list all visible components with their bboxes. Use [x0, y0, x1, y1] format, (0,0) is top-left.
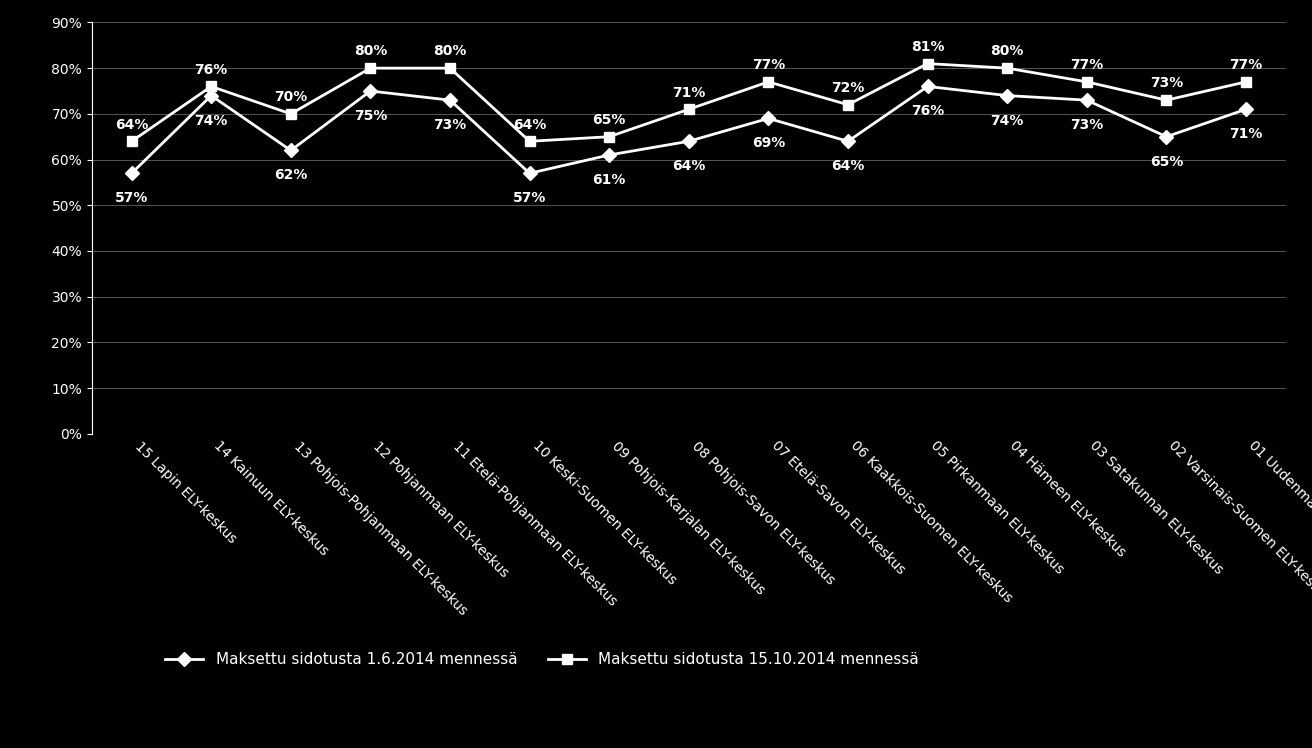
- Text: 81%: 81%: [911, 40, 945, 54]
- Text: 64%: 64%: [672, 159, 706, 174]
- Text: 80%: 80%: [433, 44, 467, 58]
- Text: 73%: 73%: [1149, 76, 1183, 91]
- Text: 70%: 70%: [274, 91, 307, 104]
- Text: 71%: 71%: [672, 85, 706, 99]
- Maksettu sidotusta 1.6.2014 mennessä: [601, 150, 617, 159]
- Maksettu sidotusta 15.10.2014 mennessä: [123, 137, 139, 146]
- Text: 76%: 76%: [194, 63, 228, 77]
- Text: 73%: 73%: [433, 118, 467, 132]
- Text: 72%: 72%: [832, 81, 865, 95]
- Text: 73%: 73%: [1071, 118, 1103, 132]
- Text: 65%: 65%: [1149, 155, 1183, 169]
- Maksettu sidotusta 1.6.2014 mennessä: [840, 137, 855, 146]
- Maksettu sidotusta 1.6.2014 mennessä: [1000, 91, 1015, 100]
- Maksettu sidotusta 1.6.2014 mennessä: [681, 137, 697, 146]
- Maksettu sidotusta 1.6.2014 mennessä: [1078, 96, 1094, 105]
- Text: 80%: 80%: [354, 44, 387, 58]
- Maksettu sidotusta 15.10.2014 mennessä: [840, 100, 855, 109]
- Maksettu sidotusta 15.10.2014 mennessä: [1000, 64, 1015, 73]
- Text: 64%: 64%: [832, 159, 865, 174]
- Text: 57%: 57%: [513, 191, 546, 206]
- Line: Maksettu sidotusta 15.10.2014 mennessä: Maksettu sidotusta 15.10.2014 mennessä: [127, 59, 1250, 146]
- Maksettu sidotusta 15.10.2014 mennessä: [283, 109, 299, 118]
- Maksettu sidotusta 15.10.2014 mennessä: [761, 77, 777, 86]
- Text: 75%: 75%: [354, 109, 387, 123]
- Text: 74%: 74%: [991, 114, 1023, 128]
- Maksettu sidotusta 1.6.2014 mennessä: [203, 91, 219, 100]
- Maksettu sidotusta 15.10.2014 mennessä: [442, 64, 458, 73]
- Maksettu sidotusta 15.10.2014 mennessä: [920, 59, 935, 68]
- Text: 77%: 77%: [752, 58, 785, 72]
- Text: 62%: 62%: [274, 168, 307, 183]
- Text: 57%: 57%: [115, 191, 148, 206]
- Text: 69%: 69%: [752, 136, 785, 150]
- Text: 64%: 64%: [115, 117, 148, 132]
- Maksettu sidotusta 15.10.2014 mennessä: [1078, 77, 1094, 86]
- Maksettu sidotusta 15.10.2014 mennessä: [522, 137, 538, 146]
- Maksettu sidotusta 1.6.2014 mennessä: [522, 169, 538, 178]
- Line: Maksettu sidotusta 1.6.2014 mennessä: Maksettu sidotusta 1.6.2014 mennessä: [127, 82, 1250, 178]
- Maksettu sidotusta 1.6.2014 mennessä: [362, 87, 378, 96]
- Maksettu sidotusta 15.10.2014 mennessä: [203, 82, 219, 91]
- Text: 77%: 77%: [1071, 58, 1103, 72]
- Legend: Maksettu sidotusta 1.6.2014 mennessä, Maksettu sidotusta 15.10.2014 mennessä: Maksettu sidotusta 1.6.2014 mennessä, Ma…: [159, 646, 925, 673]
- Text: 65%: 65%: [593, 113, 626, 127]
- Text: 80%: 80%: [991, 44, 1023, 58]
- Text: 61%: 61%: [593, 173, 626, 187]
- Maksettu sidotusta 1.6.2014 mennessä: [761, 114, 777, 123]
- Maksettu sidotusta 15.10.2014 mennessä: [601, 132, 617, 141]
- Maksettu sidotusta 1.6.2014 mennessä: [442, 96, 458, 105]
- Maksettu sidotusta 15.10.2014 mennessä: [362, 64, 378, 73]
- Text: 64%: 64%: [513, 117, 546, 132]
- Text: 71%: 71%: [1229, 127, 1262, 141]
- Maksettu sidotusta 1.6.2014 mennessä: [123, 169, 139, 178]
- Maksettu sidotusta 1.6.2014 mennessä: [920, 82, 935, 91]
- Maksettu sidotusta 15.10.2014 mennessä: [681, 105, 697, 114]
- Text: 76%: 76%: [911, 105, 945, 118]
- Text: 77%: 77%: [1229, 58, 1262, 72]
- Maksettu sidotusta 1.6.2014 mennessä: [1158, 132, 1174, 141]
- Maksettu sidotusta 1.6.2014 mennessä: [1239, 105, 1254, 114]
- Maksettu sidotusta 15.10.2014 mennessä: [1239, 77, 1254, 86]
- Maksettu sidotusta 15.10.2014 mennessä: [1158, 96, 1174, 105]
- Maksettu sidotusta 1.6.2014 mennessä: [283, 146, 299, 155]
- Text: 74%: 74%: [194, 114, 228, 128]
